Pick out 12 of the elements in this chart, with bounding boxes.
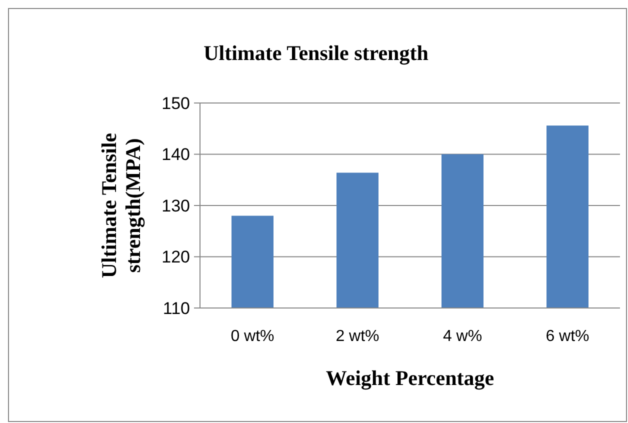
chart-title: Ultimate Tensile strength [204, 41, 429, 65]
y-tick-label: 110 [162, 298, 190, 318]
y-tick-label: 140 [162, 145, 190, 164]
x-tick-label: 2 wt% [336, 328, 380, 345]
x-tick-label: 4 w% [442, 328, 482, 345]
x-axis-title: Weight Percentage [326, 366, 494, 390]
y-axis-title: Ultimate Tensile strength(MPA) [97, 132, 145, 278]
x-tick-label: 6 wt% [546, 328, 590, 345]
y-tick-label: 120 [162, 248, 190, 267]
y-tick-label: 130 [162, 196, 190, 216]
x-tick-label: 0 wt% [230, 328, 274, 345]
y-tick-label: 150 [162, 94, 190, 113]
